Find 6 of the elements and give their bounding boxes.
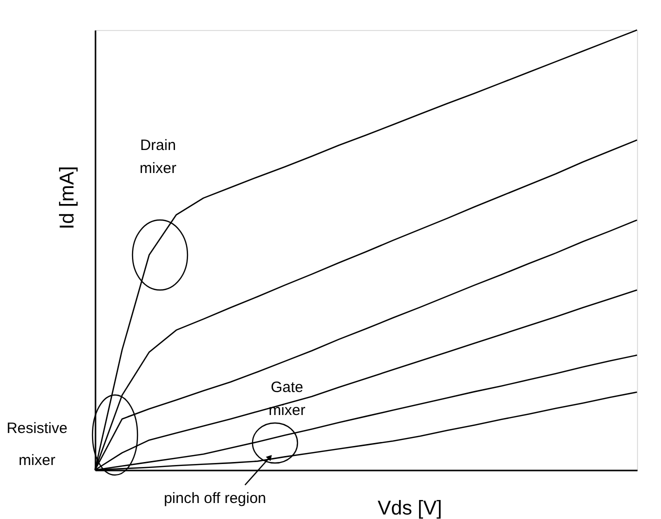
annotation: Drain mixer <box>140 137 176 177</box>
text: pinch off region <box>164 490 266 507</box>
y-axis-title: Id [mA] <box>56 166 78 230</box>
annotation: Gate mixer <box>268 379 306 419</box>
x-axis-title: Vds [V] <box>378 498 442 519</box>
text: Resistive mixer <box>6 420 68 469</box>
